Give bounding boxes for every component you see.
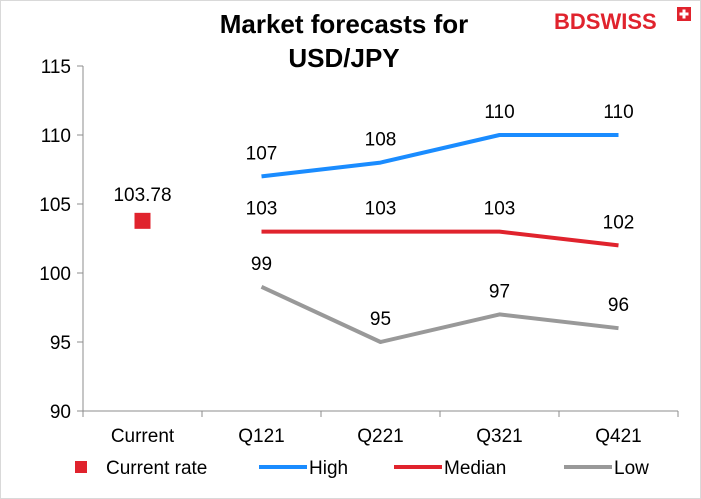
data-label: 110 (603, 102, 633, 123)
legend-label: High (309, 458, 348, 479)
series-line-low (260, 284, 619, 344)
chart-title-line-2: USD/JPY (288, 43, 399, 73)
legend-label: Current rate (106, 458, 207, 479)
swiss-cross-icon (677, 7, 691, 21)
data-label: 103.78 (113, 185, 171, 206)
y-tick-label: 100 (39, 264, 71, 285)
chart-title-line-1: Market forecasts for (220, 9, 469, 39)
data-label: 103 (484, 199, 516, 220)
series-line-high (261, 133, 619, 179)
data-label: 96 (608, 295, 629, 316)
y-tick-group: 90 95 100 105 110 115 (39, 57, 83, 423)
series-group (134, 133, 619, 344)
data-label: 110 (484, 102, 514, 123)
x-tick-label: Q121 (238, 426, 284, 447)
series-line-median (261, 229, 619, 248)
legend-label: Low (614, 458, 649, 479)
y-tick-label: 90 (50, 402, 71, 423)
data-label: 102 (603, 212, 635, 233)
legend-swatch (75, 461, 87, 473)
bdswiss-logo: BDSWISS (554, 7, 691, 34)
data-label: 107 (246, 143, 278, 164)
legend: Current rate High Median Low (75, 458, 649, 479)
data-label: 103 (365, 199, 397, 220)
y-tick-label: 115 (41, 57, 71, 78)
data-label: 97 (489, 281, 510, 302)
legend-label: Median (444, 458, 506, 479)
current-rate-marker (134, 212, 151, 229)
x-tick-label: Current (111, 426, 175, 447)
data-label: 103 (246, 199, 278, 220)
x-tick-label: Q221 (357, 426, 403, 447)
x-tick-label: Q421 (595, 426, 641, 447)
data-label-group: 103.78 107 108 110 110 103 103 103 102 99 95 97 96 (113, 102, 634, 330)
y-tick-label: 95 (50, 333, 71, 354)
x-tick-label: Q321 (476, 426, 522, 447)
x-label-group: Current Q121 Q221 Q321 Q421 (111, 426, 642, 447)
data-label: 95 (370, 309, 391, 330)
y-tick-label: 105 (39, 195, 71, 216)
logo-text: BDSWISS (554, 9, 657, 34)
data-label: 99 (251, 254, 272, 275)
y-tick-label: 110 (41, 126, 71, 147)
x-tick-group (82, 411, 679, 417)
data-label: 108 (365, 130, 397, 151)
